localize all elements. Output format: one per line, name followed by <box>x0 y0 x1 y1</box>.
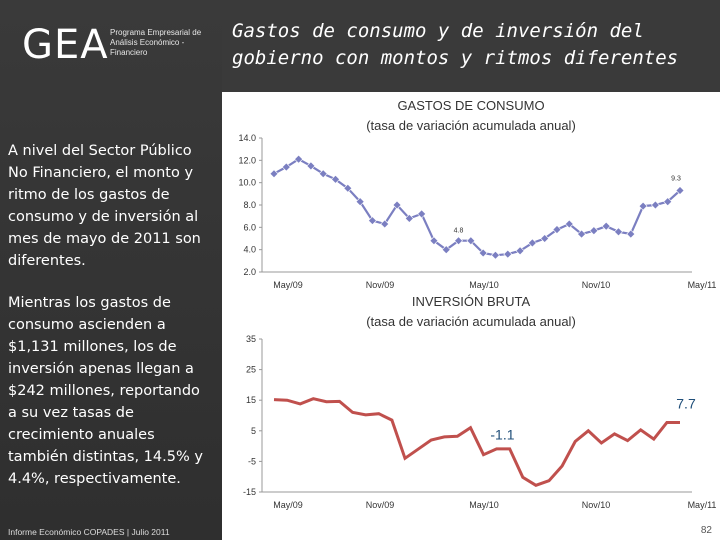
inversion-y-tick-label: 5 <box>251 426 256 436</box>
inversion-y-tick-label: 25 <box>246 365 256 375</box>
consumo-data-point <box>589 226 599 236</box>
consumo-data-point <box>491 250 500 260</box>
consumo-data-point <box>663 197 673 207</box>
inversion-series-line <box>273 397 680 487</box>
consumo-data-point <box>404 213 414 223</box>
consumo-y-tick-label: 2.0 <box>243 267 256 277</box>
consumo-data-label: 4.8 <box>454 228 464 235</box>
consumo-data-point <box>392 200 402 210</box>
inversion-x-tick-label: Nov/09 <box>366 500 395 510</box>
consumo-data-point <box>343 183 353 193</box>
consumo-y-tick-label: 14.0 <box>238 133 256 143</box>
inversion-x-tick-label: May/09 <box>273 500 303 510</box>
logo-subtitle: Programa Empresarial de Análisis Económi… <box>110 28 202 57</box>
footer: Informe Económico COPADES | Julio 2011 <box>8 527 170 537</box>
consumo-data-point <box>650 200 660 210</box>
consumo-data-point <box>281 162 291 172</box>
consumo-data-point <box>527 238 537 248</box>
consumo-data-point <box>294 154 304 164</box>
consumo-y-tick-label: 8.0 <box>243 200 256 210</box>
inversion-y-tick-label: 15 <box>246 395 256 405</box>
page-title: Gastos de consumo y de inversión del gob… <box>232 20 679 69</box>
consumo-y-tick-label: 10.0 <box>238 178 256 188</box>
title-bar <box>222 0 720 92</box>
consumo-data-point <box>675 186 685 195</box>
consumo-x-tick-label: Nov/09 <box>366 280 395 290</box>
consumo-x-tick-label: Nov/10 <box>582 280 611 290</box>
consumo-data-point <box>306 161 316 171</box>
consumo-data-point <box>601 221 611 231</box>
inversion-chart-subtitle: (tasa de variación acumulada anual) <box>366 314 576 329</box>
consumo-chart: GASTOS DE CONSUMO (tasa de variación acum… <box>238 98 717 290</box>
inversion-data-label: 7.7 <box>676 396 696 412</box>
inversion-x-tick-label: Nov/10 <box>582 500 611 510</box>
consumo-x-tick-label: May/10 <box>469 280 499 290</box>
consumo-y-tick-label: 12.0 <box>238 155 256 165</box>
inversion-chart-title: INVERSIÓN BRUTA <box>412 294 531 309</box>
consumo-data-point <box>318 169 328 179</box>
consumo-y-tick-label: 6.0 <box>243 222 256 232</box>
inversion-x-tick-label: May/11 <box>688 500 717 510</box>
consumo-y-tick-label: 4.0 <box>243 245 256 255</box>
consumo-data-label: 9.3 <box>671 175 681 182</box>
left-paragraph-2: Mientras los gastos de consumo ascienden… <box>8 295 203 487</box>
left-paragraph-1: A nivel del Sector Público No Financiero… <box>8 143 201 269</box>
inversion-chart: INVERSIÓN BRUTA (tasa de variación acumul… <box>243 294 717 510</box>
inversion-y-tick-label: -5 <box>248 456 256 466</box>
consumo-data-point <box>564 219 574 229</box>
consumo-data-point <box>429 236 439 246</box>
left-panel <box>0 0 222 540</box>
consumo-data-point <box>454 236 463 246</box>
consumo-data-point <box>515 246 525 256</box>
consumo-data-point <box>503 249 513 259</box>
consumo-data-point <box>417 209 427 219</box>
consumo-x-tick-label: May/09 <box>273 280 303 290</box>
inversion-data-label: -1.1 <box>490 427 514 443</box>
consumo-data-point <box>380 219 390 229</box>
consumo-data-point <box>441 245 451 255</box>
inversion-y-tick-label: -15 <box>243 487 256 497</box>
consumo-data-point <box>638 201 648 211</box>
inversion-y-tick-label: 35 <box>246 334 256 344</box>
consumo-data-point <box>466 236 476 246</box>
consumo-data-point <box>540 234 550 243</box>
logo: GEA <box>22 22 109 68</box>
consumo-data-point <box>577 229 587 239</box>
consumo-data-point <box>552 225 562 234</box>
consumo-x-tick-label: May/11 <box>688 280 717 290</box>
page-number: 82 <box>700 525 712 536</box>
consumo-data-point <box>269 169 279 179</box>
consumo-data-point <box>367 216 377 226</box>
inversion-x-tick-label: May/10 <box>469 500 499 510</box>
consumo-data-point <box>626 229 636 239</box>
consumo-chart-subtitle: (tasa de variación acumulada anual) <box>366 118 576 133</box>
consumo-data-point <box>355 197 365 207</box>
consumo-series-line <box>273 157 681 257</box>
consumo-data-point <box>331 174 340 184</box>
consumo-data-point <box>614 227 623 237</box>
consumo-chart-title: GASTOS DE CONSUMO <box>397 98 544 113</box>
consumo-data-point <box>478 248 488 258</box>
